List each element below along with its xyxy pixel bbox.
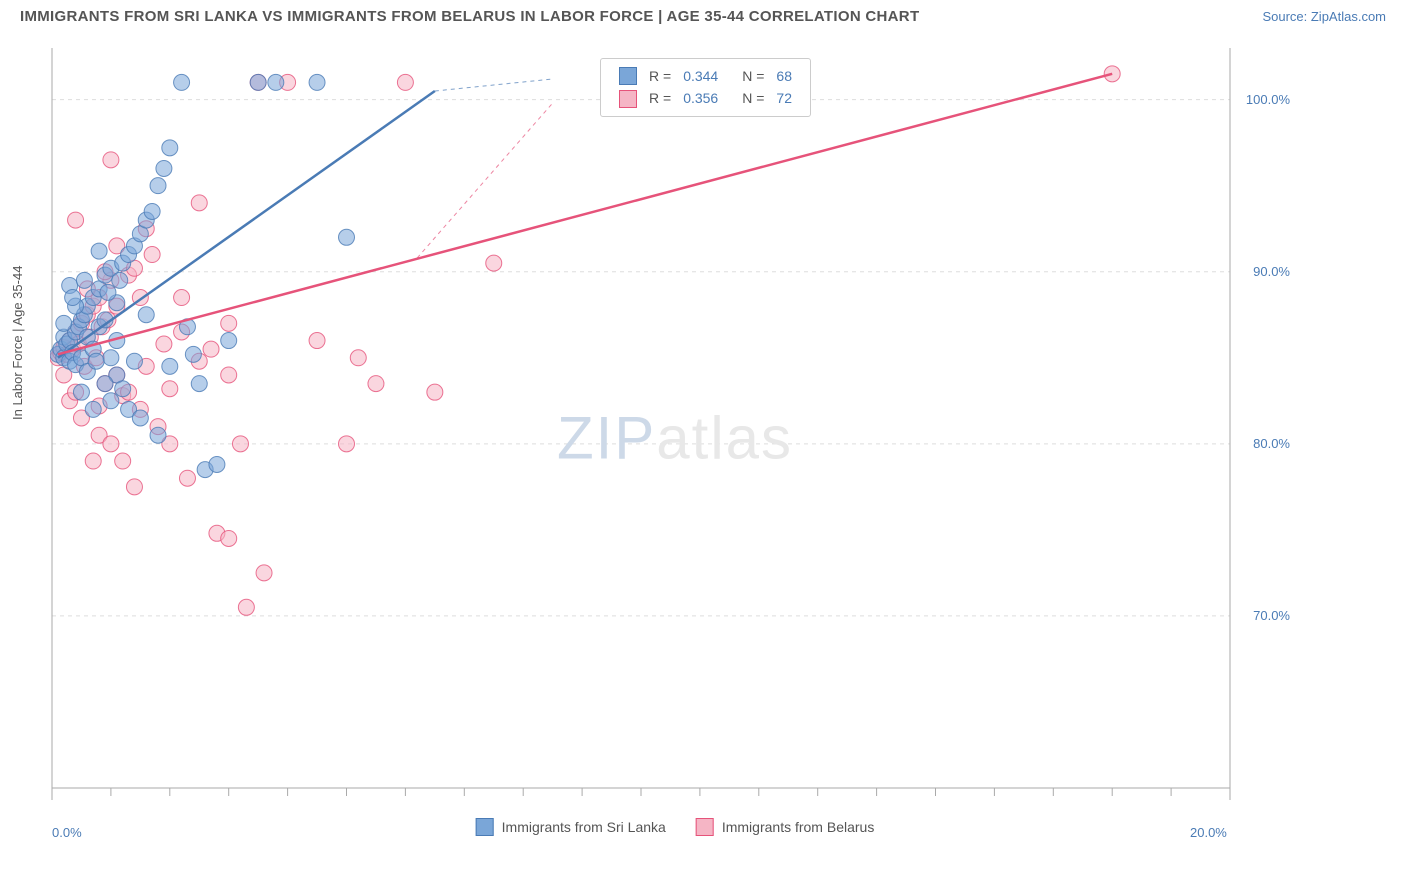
y-tick-label: 70.0% bbox=[1253, 608, 1290, 623]
legend-label: Immigrants from Belarus bbox=[722, 819, 874, 835]
legend-item-belarus: Immigrants from Belarus bbox=[696, 818, 874, 836]
y-tick-label: 90.0% bbox=[1253, 264, 1290, 279]
stats-legend-box: R =0.344N =68R =0.356N =72 bbox=[600, 58, 811, 117]
x-tick-label: 0.0% bbox=[52, 825, 82, 840]
series-legend: Immigrants from Sri Lanka Immigrants fro… bbox=[476, 818, 875, 836]
y-axis-label: In Labor Force | Age 35-44 bbox=[10, 266, 25, 420]
stats-legend-row: R =0.356N =72 bbox=[613, 87, 798, 109]
y-tick-label: 80.0% bbox=[1253, 436, 1290, 451]
plot-area: ZIPatlas R =0.344N =68R =0.356N =72 70.0… bbox=[50, 38, 1300, 838]
legend-item-sri-lanka: Immigrants from Sri Lanka bbox=[476, 818, 666, 836]
swatch-icon bbox=[476, 818, 494, 836]
legend-label: Immigrants from Sri Lanka bbox=[502, 819, 666, 835]
swatch-icon bbox=[696, 818, 714, 836]
x-tick-label: 20.0% bbox=[1190, 825, 1227, 840]
source-link[interactable]: Source: ZipAtlas.com bbox=[1262, 9, 1386, 24]
chart-title: IMMIGRANTS FROM SRI LANKA VS IMMIGRANTS … bbox=[20, 8, 919, 25]
y-tick-label: 100.0% bbox=[1246, 92, 1290, 107]
stats-legend-row: R =0.344N =68 bbox=[613, 65, 798, 87]
scatter-chart bbox=[50, 38, 1300, 838]
